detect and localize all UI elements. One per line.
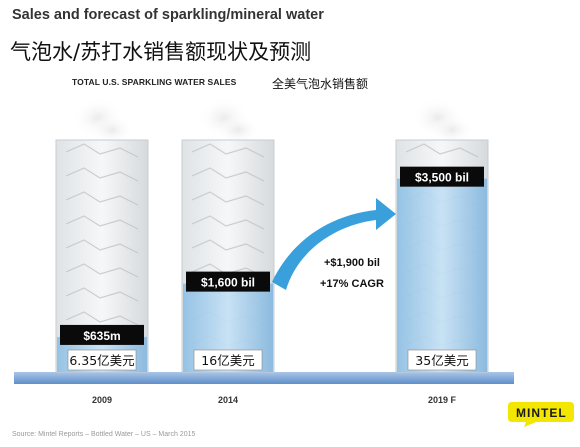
mintel-logo-text: MINTEL xyxy=(516,406,567,420)
ice-texture xyxy=(405,143,479,158)
category-tick-label: 2009 xyxy=(92,395,112,405)
cagr-annotation: +17% CAGR xyxy=(320,278,384,290)
ice-texture xyxy=(65,239,139,254)
growth-annotation: +$1,900 bil xyxy=(324,257,380,269)
ice-texture xyxy=(191,215,265,230)
ice-texture xyxy=(65,191,139,206)
chart-title-en: Sales and forecast of sparkling/mineral … xyxy=(12,7,324,23)
category-tick-label: 2014 xyxy=(218,395,238,405)
growth-arrow xyxy=(272,198,396,290)
value-label: $3,500 bil xyxy=(415,171,469,185)
chart-subtitle-zh: 全美气泡水销售额 xyxy=(272,77,369,91)
value-label-zh: 35亿美元 xyxy=(415,353,468,368)
value-label-bg xyxy=(186,271,270,292)
value-label-zh-bg xyxy=(193,349,263,371)
ice-texture xyxy=(191,239,265,254)
ice-texture xyxy=(65,311,139,326)
chart-subtitle-en: TOTAL U.S. SPARKLING WATER SALES xyxy=(72,77,237,87)
floor-base xyxy=(14,372,514,384)
steam-decoration xyxy=(216,115,260,145)
mintel-logo-icon xyxy=(508,402,574,427)
ice-texture xyxy=(65,215,139,230)
ice-texture xyxy=(65,167,139,182)
ice-texture xyxy=(65,287,139,302)
ice-texture xyxy=(65,143,139,158)
ice-texture xyxy=(191,143,265,158)
value-label-zh-bg xyxy=(67,349,137,371)
bar-2019-F xyxy=(397,178,487,372)
value-label-zh: 16亿美元 xyxy=(201,353,254,368)
ice-texture xyxy=(191,191,265,206)
ice-texture xyxy=(65,263,139,278)
chart-title-zh: 气泡水/苏打水销售额现状及预测 xyxy=(10,40,312,64)
value-label: $635m xyxy=(83,329,120,343)
ice-texture xyxy=(191,167,265,182)
value-label-bg xyxy=(60,324,144,345)
value-label-bg xyxy=(400,166,484,187)
source-note: Source: Mintel Reports – Bottled Water –… xyxy=(12,431,196,438)
steam-decoration xyxy=(430,115,474,145)
value-label: $1,600 bil xyxy=(201,276,255,290)
category-tick-label: 2019 F xyxy=(428,395,457,405)
value-label-zh-bg xyxy=(407,349,477,371)
value-label-zh: 6.35亿美元 xyxy=(69,353,134,368)
steam-decoration xyxy=(90,115,134,145)
